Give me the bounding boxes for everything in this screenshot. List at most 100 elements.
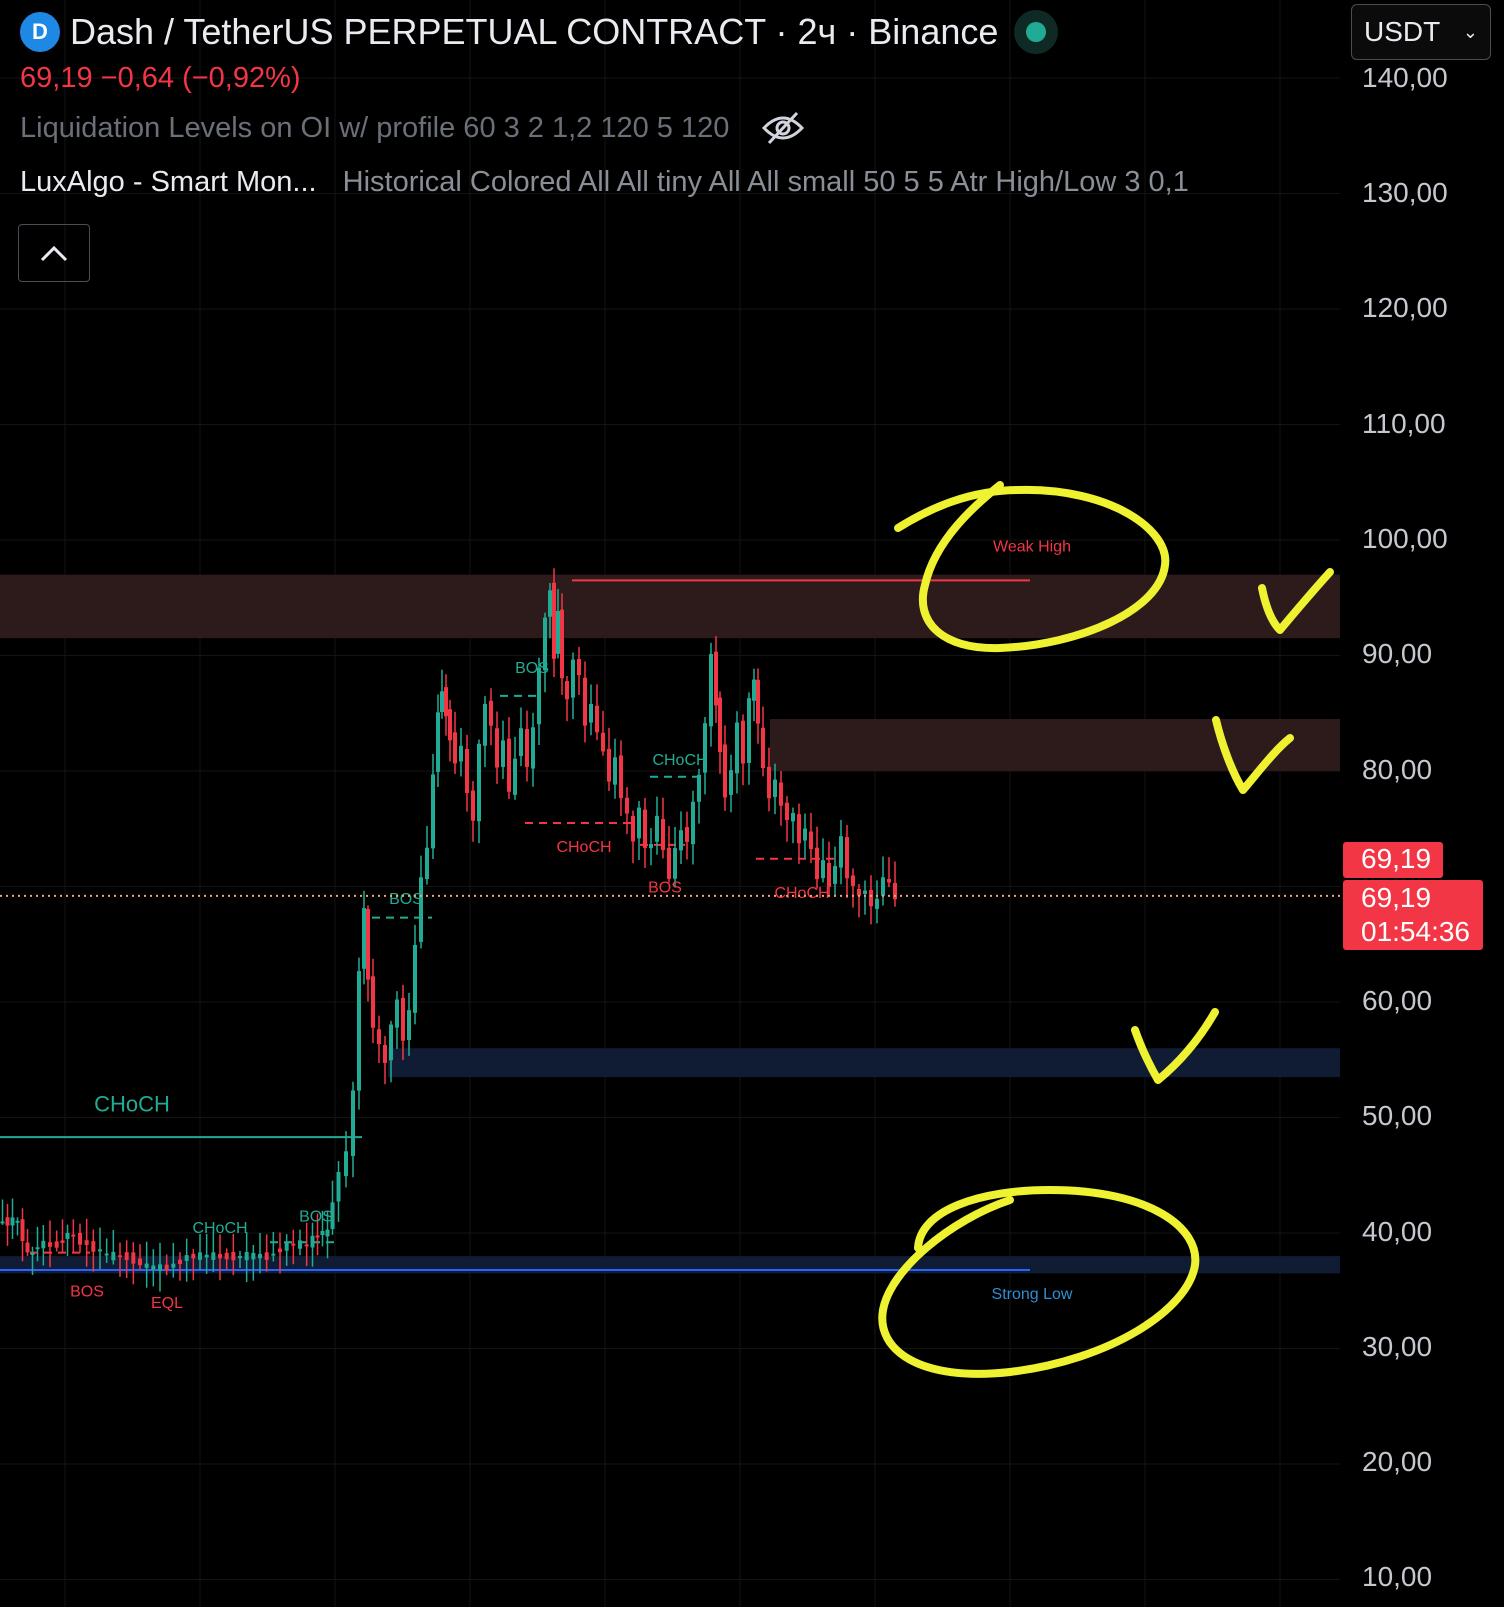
candle-body: [845, 837, 849, 879]
candle: [25, 1228, 30, 1256]
candle-body: [471, 790, 475, 821]
indicator-luxalgo[interactable]: LuxAlgo - Smart Mon... Historical Colore…: [20, 166, 1189, 199]
candle: [407, 992, 411, 1056]
indicator-liquidation-levels[interactable]: Liquidation Levels on OI w/ profile 60 3…: [20, 110, 805, 146]
candle: [507, 717, 511, 799]
candle-body: [138, 1258, 142, 1266]
bearish-zone: [770, 719, 1340, 771]
candle-body: [298, 1240, 302, 1249]
candle: [875, 880, 879, 924]
candle: [548, 583, 552, 639]
candle: [560, 593, 564, 695]
grid-lines: [0, 0, 1340, 1607]
candle: [589, 684, 593, 736]
candle: [501, 720, 505, 780]
candle: [41, 1225, 46, 1266]
hidden-eye-icon[interactable]: [761, 110, 805, 146]
candle: [211, 1232, 216, 1272]
candle-body: [71, 1234, 76, 1237]
candle-body: [304, 1244, 309, 1247]
candle-body: [679, 830, 683, 851]
candle-body: [244, 1251, 249, 1261]
indicator-label: Liquidation Levels on OI w/ profile 60 3…: [20, 111, 730, 144]
candle-body: [54, 1241, 59, 1248]
symbol-title[interactable]: Dash / TetherUS PERPETUAL CONTRACT · 2ч …: [70, 11, 999, 52]
structure-label: BOS: [389, 891, 423, 908]
market-status-icon[interactable]: [1014, 10, 1059, 54]
candle-body: [571, 659, 575, 698]
candle-body: [264, 1252, 269, 1260]
candle: [315, 1213, 320, 1256]
candle-body: [383, 1044, 387, 1064]
candle: [489, 688, 493, 746]
candle-body: [531, 727, 535, 769]
indicator-name: LuxAlgo - Smart Mon...: [20, 166, 317, 198]
candle: [459, 727, 463, 777]
candle-body: [440, 691, 444, 713]
candle: [718, 691, 722, 774]
candle: [756, 668, 760, 744]
candle: [224, 1248, 229, 1270]
candle-body: [779, 782, 783, 806]
candle: [729, 754, 733, 813]
candle: [643, 798, 647, 868]
candle: [649, 828, 653, 866]
candle-body: [703, 723, 707, 773]
candle-body: [723, 744, 727, 798]
candle: [184, 1238, 189, 1282]
candle-body: [489, 700, 493, 726]
candle: [887, 857, 891, 888]
structure-label: BOS: [70, 1284, 104, 1301]
candle-body: [291, 1243, 296, 1246]
weak-high-label: Weak High: [993, 539, 1071, 556]
candle-body: [718, 697, 722, 753]
candle: [821, 838, 825, 883]
candle: [60, 1219, 65, 1253]
candle-body: [729, 770, 733, 795]
candle: [413, 924, 417, 1025]
chevron-up-icon: [40, 245, 68, 262]
price-countdown-badge: 69,19 01:54:36: [1343, 880, 1483, 950]
candle: [815, 826, 819, 889]
candle: [330, 1180, 335, 1235]
candle: [747, 692, 751, 785]
candle: [271, 1231, 276, 1262]
candle: [556, 589, 560, 659]
candle: [98, 1227, 102, 1270]
candle-body: [525, 728, 529, 767]
candle-body: [577, 658, 581, 676]
structure-label: BOS: [648, 879, 682, 896]
currency-select[interactable]: USDT ⌄: [1351, 4, 1491, 60]
candle-body: [371, 976, 375, 1028]
collapse-legend-button[interactable]: [18, 224, 90, 282]
candle-body: [366, 908, 370, 980]
candle-body: [637, 807, 641, 839]
candle: [389, 1020, 393, 1083]
candle-body: [377, 1029, 381, 1045]
candle: [483, 696, 487, 768]
candle-body: [548, 590, 552, 617]
candle: [111, 1230, 116, 1265]
candle-body: [875, 898, 879, 909]
candle: [537, 657, 541, 745]
candle: [851, 868, 855, 908]
price-tick: 120,00: [1362, 292, 1448, 323]
candle: [697, 768, 701, 824]
candle-body: [178, 1259, 182, 1265]
candle-body: [251, 1252, 256, 1260]
candle: [673, 826, 677, 888]
candle: [785, 796, 789, 842]
price-tick: 130,00: [1362, 177, 1448, 208]
countdown-price: 69,19: [1361, 882, 1432, 913]
candle-body: [65, 1232, 70, 1239]
candle-body: [231, 1251, 236, 1261]
candle: [543, 612, 547, 693]
candle: [791, 807, 795, 844]
candle: [357, 957, 361, 1110]
candle-body: [761, 727, 765, 769]
candle-body: [661, 819, 665, 851]
candle-body: [560, 609, 564, 679]
price-tick: 140,00: [1362, 62, 1448, 93]
candle: [709, 642, 713, 747]
